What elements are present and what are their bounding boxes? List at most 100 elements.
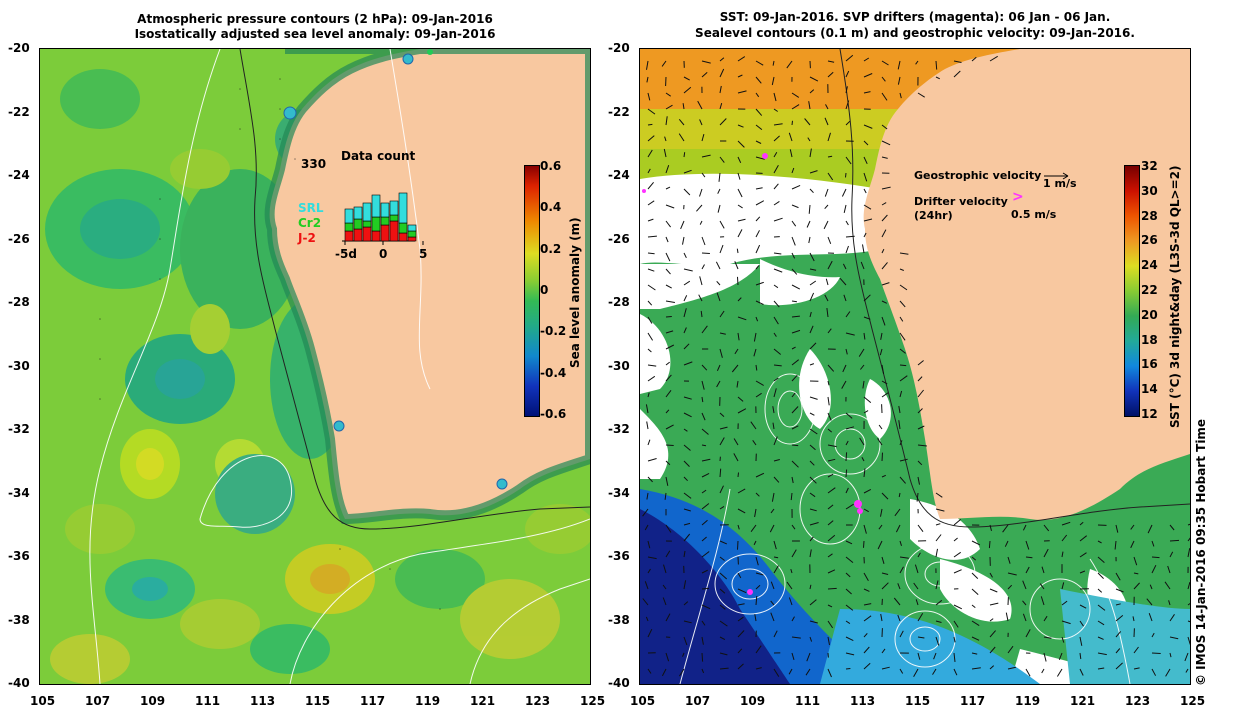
velocity-arrow — [755, 60, 764, 66]
velocity-arrow — [863, 124, 873, 129]
velocity-arrow — [845, 235, 855, 238]
velocity-arrow — [719, 540, 727, 545]
right-xtick-10: 125 — [1180, 694, 1206, 708]
velocity-arrow — [881, 392, 889, 398]
velocity-arrow — [790, 492, 793, 501]
velocity-arrow — [683, 580, 687, 590]
velocity-arrow — [663, 148, 667, 158]
velocity-arrow — [843, 294, 847, 302]
velocity-arrow — [1097, 652, 1107, 656]
velocity-arrow — [701, 587, 710, 590]
velocity-arrow — [755, 300, 764, 305]
velocity-arrow — [647, 252, 655, 255]
velocity-arrow — [770, 612, 775, 622]
velocity-arrow — [737, 140, 745, 148]
velocity-arrow — [737, 56, 746, 62]
inset-bar-segment — [398, 192, 408, 224]
inset-bar-segment — [398, 232, 408, 242]
velocity-arrow — [1132, 616, 1135, 622]
velocity-arrow — [845, 452, 848, 462]
velocity-arrow — [683, 169, 692, 174]
left-ytick-0: -20 — [8, 41, 30, 55]
velocity-arrow — [845, 426, 855, 430]
right-ytick-2: -24 — [608, 168, 630, 182]
velocity-arrow — [737, 603, 745, 606]
velocity-arrow — [863, 73, 873, 78]
velocity-arrow — [1061, 582, 1065, 590]
velocity-arrow — [862, 380, 865, 389]
velocity-arrow — [989, 646, 996, 654]
velocity-arrow — [1187, 620, 1190, 623]
velocity-arrow — [647, 300, 653, 306]
left-ytick-3: -26 — [8, 231, 30, 246]
velocity-arrow — [989, 55, 998, 62]
velocity-arrow — [1133, 572, 1139, 575]
velocity-arrow — [863, 572, 869, 582]
velocity-arrow — [699, 188, 703, 197]
velocity-arrow — [845, 54, 854, 62]
velocity-arrow — [719, 68, 725, 78]
velocity-arrow — [737, 508, 746, 514]
sst-colorbar-tick-0: 32 — [1141, 159, 1158, 173]
velocity-arrow — [647, 668, 652, 674]
velocity-arrow — [915, 60, 919, 65]
velocity-arrow — [1039, 583, 1045, 590]
sla-colorbar-tick-6: -0.6 — [540, 407, 567, 421]
velocity-arrow — [893, 597, 901, 606]
velocity-arrow — [1169, 524, 1175, 531]
sst-map[interactable]: Geostrophic velocity 1 m/s Drifter veloc… — [639, 48, 1191, 685]
velocity-arrow — [737, 74, 743, 78]
velocity-arrow — [772, 422, 775, 430]
velocity-arrow — [647, 108, 656, 115]
sea-level-anomaly-map[interactable]: 330 Data count SRL Cr2 J-2 -5d 0 5 — [39, 48, 591, 685]
velocity-arrow — [717, 204, 721, 213]
velocity-arrow — [1043, 652, 1047, 662]
velocity-arrow — [683, 522, 691, 526]
velocity-arrow — [737, 204, 743, 209]
velocity-arrow — [791, 329, 801, 334]
velocity-arrow — [647, 135, 655, 142]
velocity-arrow — [755, 92, 760, 98]
velocity-arrow — [863, 396, 872, 403]
velocity-arrow — [914, 564, 919, 574]
sst-colorbar-tick-8: 16 — [1141, 357, 1158, 372]
velocity-arrow — [863, 540, 865, 548]
velocity-arrow — [755, 244, 761, 254]
velocity-arrow — [1079, 535, 1088, 542]
velocity-arrow — [772, 406, 775, 414]
velocity-arrow — [715, 261, 721, 270]
velocity-arrow — [665, 252, 671, 262]
velocity-arrow — [845, 668, 851, 670]
right-xtick-7: 119 — [1015, 694, 1041, 708]
velocity-arrow — [845, 245, 849, 254]
velocity-arrow — [899, 284, 908, 291]
velocity-arrow — [701, 444, 707, 447]
velocity-arrow — [1079, 552, 1087, 558]
velocity-arrow — [719, 348, 723, 358]
velocity-arrow — [791, 167, 795, 174]
velocity-arrow — [663, 564, 667, 574]
sst-colorbar-label: SST (°C) 3d night&day (L3S-3d QL>=2) — [1168, 165, 1182, 429]
velocity-arrow — [683, 508, 691, 512]
velocity-arrow — [719, 156, 725, 163]
velocity-arrow — [881, 282, 890, 286]
velocity-arrow — [935, 580, 939, 590]
velocity-arrow — [898, 492, 901, 498]
velocity-arrow — [719, 572, 728, 580]
velocity-arrow — [845, 572, 851, 578]
velocity-arrow — [1022, 613, 1027, 622]
velocity-arrow — [647, 439, 651, 446]
velocity-arrow — [808, 204, 811, 214]
velocity-arrow — [932, 668, 937, 675]
velocity-arrow — [701, 364, 708, 371]
velocity-arrow — [696, 204, 703, 212]
velocity-arrow — [842, 364, 847, 373]
velocity-arrow — [716, 280, 721, 286]
velocity-arrow — [971, 620, 980, 627]
velocity-arrow — [753, 348, 757, 357]
drifter-velocity-sub: (24hr) — [914, 209, 953, 222]
velocity-arrow — [881, 474, 887, 478]
velocity-arrow — [935, 534, 942, 542]
velocity-arrow — [737, 488, 746, 494]
velocity-arrow — [858, 348, 865, 357]
